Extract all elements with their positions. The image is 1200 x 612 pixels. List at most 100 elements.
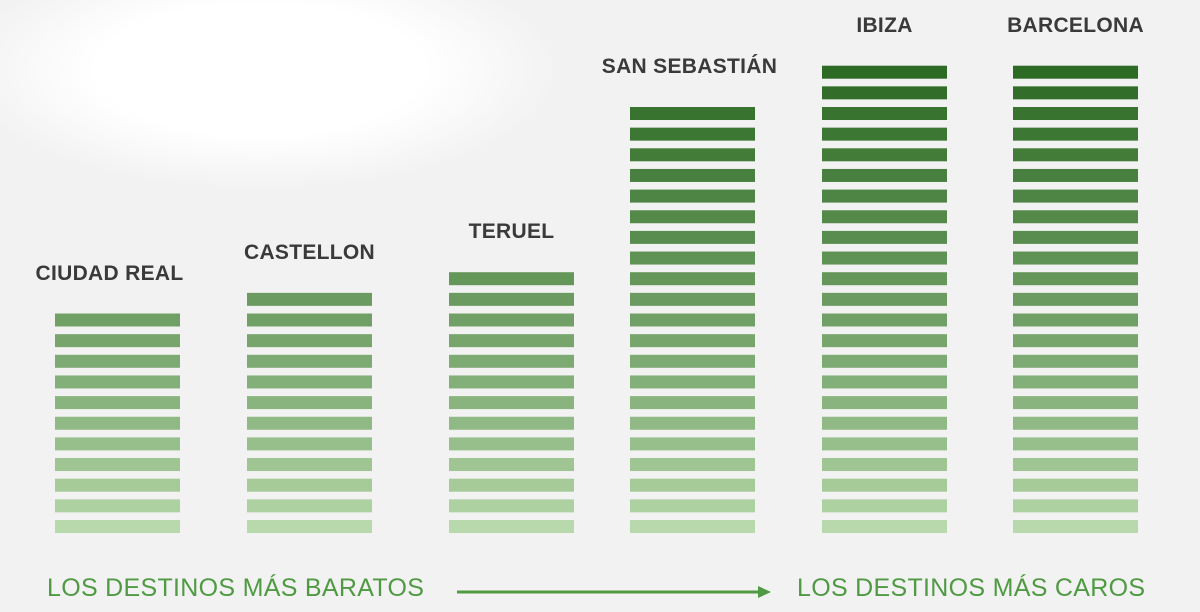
- bar-segment: [822, 168, 947, 182]
- bar-segment: [630, 210, 755, 224]
- bar-segment: [630, 127, 755, 141]
- bar-segment: [247, 292, 372, 306]
- category-label: SAN SEBASTIÁN: [601, 55, 778, 78]
- bar-segment: [55, 437, 180, 451]
- bar-segment: [55, 499, 180, 513]
- bar-segment: [630, 313, 755, 327]
- bar-segment: [630, 458, 755, 472]
- bar-segment: [1013, 107, 1138, 120]
- bar-segment: [630, 189, 755, 203]
- bar-segment: [822, 458, 947, 472]
- bar-segment: [1013, 313, 1138, 327]
- bar-segment: [247, 458, 372, 472]
- bar-segment: [630, 396, 755, 410]
- bar-segment: [822, 65, 947, 79]
- bar-segment: [55, 520, 180, 533]
- bar-segment: [247, 354, 372, 368]
- bar-1: [247, 292, 372, 533]
- bar-segment: [1013, 437, 1138, 451]
- bar-segment: [55, 313, 180, 327]
- bar-segment: [1013, 354, 1138, 368]
- bar-segment: [822, 86, 947, 100]
- bar-segment: [55, 478, 180, 492]
- bar-segment: [449, 458, 574, 472]
- bar-segment: [449, 437, 574, 451]
- bar-segment: [630, 292, 755, 306]
- bar-segment: [449, 272, 574, 286]
- bar-segment: [449, 416, 574, 430]
- bar-segment: [1013, 272, 1138, 286]
- bar-segment: [822, 272, 947, 286]
- bar-segment: [247, 520, 372, 533]
- bar-segment: [822, 148, 947, 162]
- bar-segment: [630, 499, 755, 513]
- bar-segment: [822, 334, 947, 348]
- bar-segment: [822, 478, 947, 492]
- bar-segment: [630, 437, 755, 451]
- bar-segment: [1013, 230, 1138, 244]
- bar-segment: [822, 375, 947, 389]
- bar-segment: [247, 313, 372, 327]
- cheapest-label: LOS DESTINOS MÁS BARATOS: [47, 574, 425, 602]
- bar-segment: [1013, 334, 1138, 348]
- bar-segment: [822, 251, 947, 265]
- bar-segment: [822, 437, 947, 451]
- bar-segment: [630, 107, 755, 120]
- bar-segment: [55, 354, 180, 368]
- bar-segment: [247, 437, 372, 451]
- bar-segment: [630, 354, 755, 368]
- bar-segment: [55, 396, 180, 410]
- bar-segment: [1013, 292, 1138, 306]
- bar-segment: [1013, 168, 1138, 182]
- most-expensive-label: LOS DESTINOS MÁS CAROS: [797, 574, 1146, 602]
- bar-segment: [55, 458, 180, 472]
- bar-segment: [449, 375, 574, 389]
- bar-segment: [247, 375, 372, 389]
- bar-segment: [1013, 127, 1138, 141]
- arrow-icon: [457, 586, 771, 598]
- bar-segment: [822, 396, 947, 410]
- bar-segment: [449, 520, 574, 533]
- bar-5: [1013, 65, 1138, 533]
- bar-segment: [1013, 396, 1138, 410]
- bar-segment: [1013, 375, 1138, 389]
- bar-segment: [247, 499, 372, 513]
- bar-segment: [630, 251, 755, 265]
- bar-segment: [1013, 148, 1138, 162]
- bar-segment: [822, 189, 947, 203]
- bar-segment: [247, 416, 372, 430]
- bar-segment: [822, 313, 947, 327]
- bar-segment: [1013, 520, 1138, 533]
- bar-segment: [1013, 416, 1138, 430]
- bar-segment: [1013, 189, 1138, 203]
- bar-segment: [247, 478, 372, 492]
- bar-segment: [449, 334, 574, 348]
- bar-segment: [449, 478, 574, 492]
- bar-segment: [630, 272, 755, 286]
- bar-segment: [630, 230, 755, 244]
- category-label: BARCELONA: [1007, 13, 1144, 37]
- bar-segment: [1013, 499, 1138, 513]
- bar-3: [630, 107, 755, 533]
- bar-segment: [449, 292, 574, 306]
- bar-segment: [822, 107, 947, 120]
- bar-segment: [822, 230, 947, 244]
- bar-segment: [1013, 478, 1138, 492]
- category-label: IBIZA: [856, 13, 913, 37]
- bar-2: [449, 272, 574, 533]
- bar-segment: [247, 334, 372, 348]
- bar-segment: [822, 292, 947, 306]
- bar-segment: [822, 499, 947, 513]
- category-label: TERUEL: [468, 220, 555, 244]
- bar-segment: [55, 334, 180, 348]
- bar-segment: [1013, 86, 1138, 100]
- bar-segment: [55, 375, 180, 389]
- bar-segment: [630, 478, 755, 492]
- bar-segment: [55, 416, 180, 430]
- bar-segment: [1013, 251, 1138, 265]
- bar-segment: [630, 416, 755, 430]
- bar-segment: [1013, 65, 1138, 79]
- bar-segment: [822, 210, 947, 224]
- category-label: CIUDAD REAL: [35, 261, 184, 285]
